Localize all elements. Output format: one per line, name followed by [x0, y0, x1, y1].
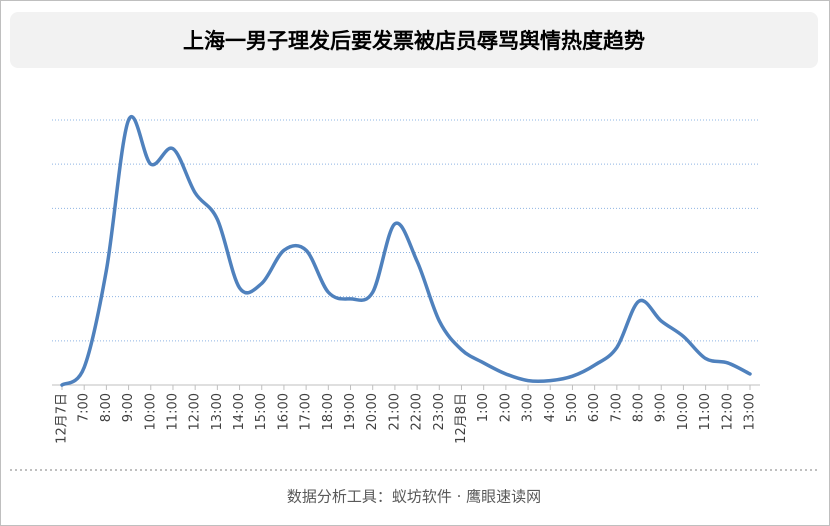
x-tick-label: 13:00	[210, 393, 225, 430]
x-tick-label: 4:00	[543, 393, 558, 422]
x-tick-label: 9:00	[121, 393, 136, 422]
x-tick-label: 8:00	[99, 393, 114, 422]
x-tick-label: 10:00	[143, 393, 158, 430]
x-tick-label: 15:00	[254, 393, 269, 430]
x-tick-label: 2:00	[498, 393, 513, 422]
x-tick-label: 11:00	[165, 393, 180, 430]
x-tick-label: 7:00	[609, 393, 624, 422]
x-tick-label: 17:00	[299, 393, 314, 430]
x-tick-label: 10:00	[676, 393, 691, 430]
x-tick-label: 7:00	[77, 393, 92, 422]
x-tick-label: 3:00	[521, 393, 536, 422]
x-tick-label: 18:00	[321, 393, 336, 430]
line	[60, 115, 752, 387]
x-tick-label: 12:00	[188, 393, 203, 430]
x-tick-label: 22:00	[410, 393, 425, 430]
x-tick-label: 8:00	[632, 393, 647, 422]
x-tick-label: 11:00	[698, 393, 713, 430]
x-tick-label: 21:00	[387, 393, 402, 430]
footer: 数据分析工具：蚁坊软件 · 鹰眼速读网	[287, 488, 541, 506]
x-tick-label: 1:00	[476, 393, 491, 422]
x-tick-label: 14:00	[232, 393, 247, 430]
x-tick-label: 12月8日	[454, 393, 469, 444]
x-tick-label: 23:00	[432, 393, 447, 430]
x-tick-label: 12:00	[720, 393, 735, 430]
x-tick-label: 6:00	[587, 393, 602, 422]
title-box	[10, 12, 818, 68]
x-tick-label: 12月7日	[55, 393, 70, 444]
chart-title: 上海一男子理发后要发票被店员辱骂舆情热度趋势	[183, 29, 645, 53]
x-tick-label: 20:00	[365, 393, 380, 430]
x-tick-label: 16:00	[276, 393, 291, 430]
x-tick-label: 5:00	[565, 393, 580, 422]
x-tick-label: 13:00	[743, 393, 758, 430]
x-tick-label: 19:00	[343, 393, 358, 430]
x-tick-label: 9:00	[654, 393, 669, 422]
